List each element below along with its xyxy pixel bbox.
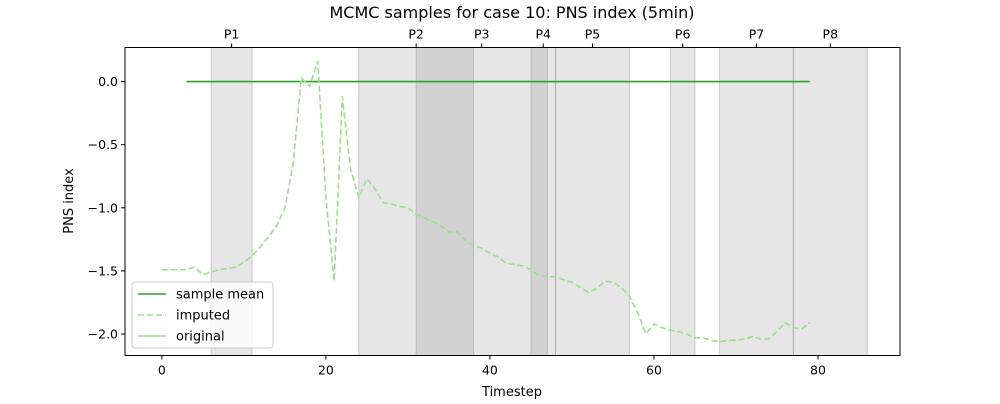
phase-band-p6 [669, 47, 696, 356]
x-axis-label: Timestep [481, 385, 542, 400]
phase-bands [210, 47, 868, 356]
y-tick-label: −0.5 [88, 137, 118, 152]
y-tick-label: −2.0 [88, 327, 118, 342]
legend-label-sample-mean: sample mean [176, 288, 264, 303]
phase-labels: P1 P2 P3 P4 P5 P6 P7 P8 [224, 27, 838, 48]
series-line-imputed [161, 60, 811, 343]
y-tick-label: 0.0 [98, 74, 118, 89]
phase-band-p5 [555, 47, 630, 356]
phase-band-p7 [719, 47, 794, 356]
series-lines [161, 60, 811, 343]
phase-label-p4: P4 [536, 27, 552, 42]
x-tick-label: 80 [810, 363, 826, 378]
y-tick-label: −1.5 [88, 263, 118, 278]
x-tick-label: 60 [646, 363, 662, 378]
y-tick-label: −1.0 [88, 200, 118, 215]
phase-label-p7: P7 [749, 27, 765, 42]
phase-label-p2: P2 [408, 27, 424, 42]
phase-band-p2 [358, 47, 475, 356]
phase-band-p3 [415, 47, 548, 356]
phase-label-p8: P8 [823, 27, 839, 42]
phase-label-p1: P1 [224, 27, 240, 42]
x-axis-ticks: 0 20 40 60 80 [158, 355, 826, 378]
legend: sample mean imputed original [131, 281, 274, 349]
phase-label-p5: P5 [585, 27, 601, 42]
phase-band-p8 [792, 47, 868, 356]
y-axis-ticks: 0.0 −0.5 −1.0 −1.5 −2.0 [88, 74, 125, 342]
chart-title: MCMC samples for case 10: PNS index (5mi… [330, 3, 695, 22]
plot-frame [124, 47, 901, 356]
x-tick-label: 40 [482, 363, 498, 378]
x-tick-label: 0 [158, 363, 166, 378]
phase-label-p3: P3 [474, 27, 490, 42]
legend-label-original: original [176, 330, 225, 345]
legend-box [131, 281, 274, 349]
legend-label-imputed: imputed [176, 309, 230, 324]
x-tick-label: 20 [318, 363, 334, 378]
phase-label-p6: P6 [675, 27, 691, 42]
phase-band-p4 [530, 47, 557, 356]
y-axis-label: PNS index [62, 168, 77, 234]
